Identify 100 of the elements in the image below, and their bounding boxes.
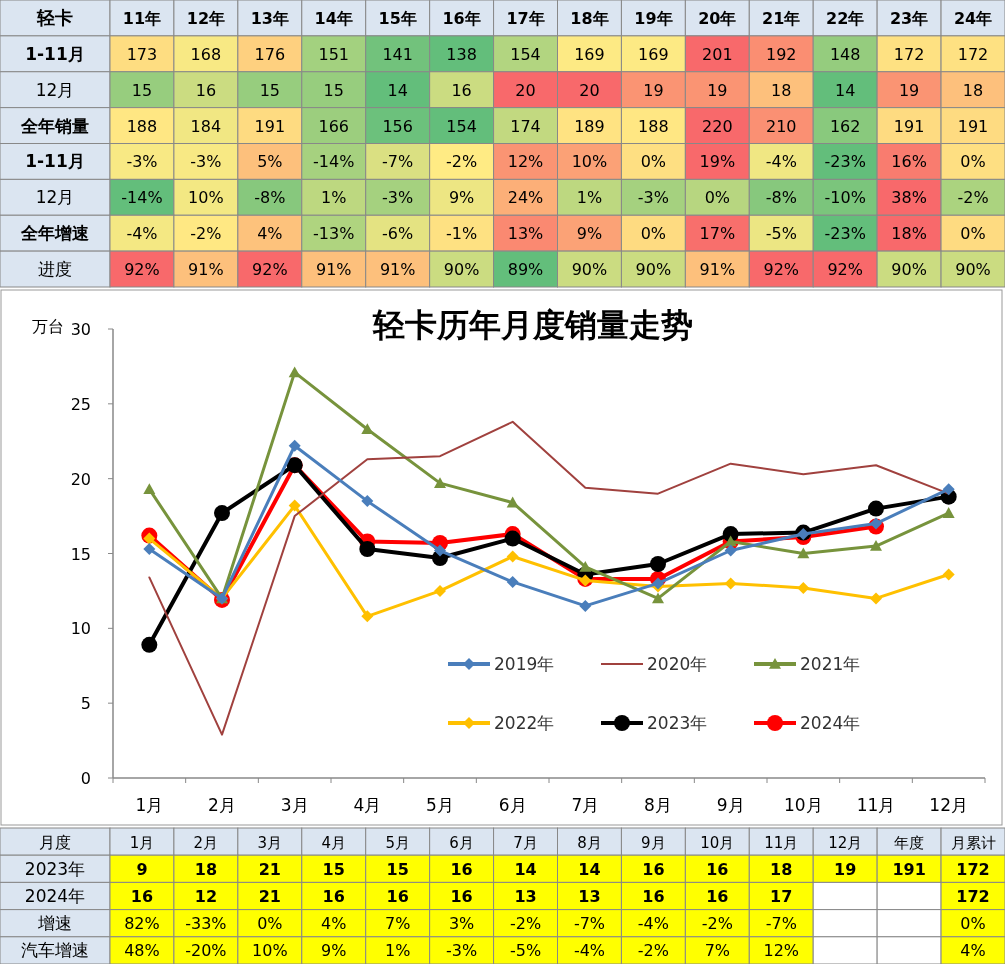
data-label: 18 xyxy=(771,80,792,100)
data-label: 20 xyxy=(515,80,536,100)
data-label: 7% xyxy=(704,941,731,961)
x-tick-label: 7月 xyxy=(571,795,600,815)
data-label: 0% xyxy=(640,152,667,172)
data-label: 16 xyxy=(195,80,217,100)
point xyxy=(652,592,664,604)
data-label: 48% xyxy=(124,941,160,961)
data-label: 14 xyxy=(514,859,537,879)
data-label: 4% xyxy=(321,914,347,934)
point xyxy=(579,599,592,612)
data-label: 92% xyxy=(252,260,288,280)
y-tick-label: 5 xyxy=(80,694,91,714)
data-label: -4% xyxy=(573,941,606,961)
x-tick-label: 18年 xyxy=(570,8,609,28)
y-tick-label: 30 xyxy=(70,320,91,339)
data-label: 10% xyxy=(252,941,288,961)
data-label: 91% xyxy=(379,260,416,280)
data-label: 18 xyxy=(194,859,218,879)
data-label: 0% xyxy=(640,224,667,244)
data-label: -13% xyxy=(313,224,355,244)
legend-label: 2024年 xyxy=(800,713,861,733)
data-label: 0% xyxy=(960,914,986,934)
x-axis-title: 月度 xyxy=(39,832,71,852)
data-label: 16 xyxy=(642,887,665,906)
data-label: -7% xyxy=(573,914,606,934)
point xyxy=(434,544,446,557)
point xyxy=(579,560,592,572)
data-label: 20 xyxy=(579,80,600,100)
data-label: 12 xyxy=(194,887,218,906)
y-tick-label: 增速 xyxy=(37,913,72,934)
data-label: 16 xyxy=(322,887,345,906)
data-label: 151 xyxy=(318,44,350,64)
x-tick-label: 12月 xyxy=(929,795,968,815)
data-label: 13 xyxy=(578,887,601,906)
data-label: -14% xyxy=(121,188,163,208)
data-label: -2% xyxy=(701,914,733,934)
y-tick-label: 2023年 xyxy=(24,858,86,879)
x-tick-label: 19年 xyxy=(634,8,673,28)
data-label: 15 xyxy=(259,80,280,100)
data-label: -4% xyxy=(637,914,669,934)
y-tick-label: 12月 xyxy=(35,187,75,208)
y-tick-label: 汽车增速 xyxy=(21,940,89,961)
data-label: -14% xyxy=(313,152,355,172)
x-tick-label: 22年 xyxy=(826,8,865,28)
data-label: 15 xyxy=(322,859,345,879)
data-label: 9% xyxy=(321,941,347,961)
data-label: 166 xyxy=(318,116,350,136)
x-tick-label: 10月 xyxy=(784,795,823,815)
data-label: 17% xyxy=(699,224,736,244)
data-label: 192 xyxy=(765,44,797,64)
x-axis-title: 轻卡 xyxy=(36,6,73,28)
point xyxy=(141,636,158,653)
x-tick-label: 7月 xyxy=(513,833,538,852)
data-label: 220 xyxy=(702,116,733,136)
legend-label: 2019年 xyxy=(494,654,555,674)
y-tick-label: 1-11月 xyxy=(25,151,85,172)
data-label: 14 xyxy=(835,80,856,100)
data-label: -2% xyxy=(190,224,222,244)
data-label: 92% xyxy=(124,260,160,280)
x-tick-label: 14年 xyxy=(314,8,353,28)
legend-label: 2023年 xyxy=(647,713,708,733)
data-label: 90% xyxy=(891,260,927,280)
point xyxy=(942,483,955,496)
data-label: 12% xyxy=(763,941,800,961)
data-label: 16 xyxy=(451,80,472,100)
data-label: 0% xyxy=(257,914,283,934)
x-tick-label: 4月 xyxy=(321,833,347,852)
legend-label: 2020年 xyxy=(647,654,708,674)
point xyxy=(288,439,301,452)
point xyxy=(359,541,376,558)
data-label: 4% xyxy=(257,224,283,244)
point xyxy=(506,575,519,588)
data-label: 0% xyxy=(960,152,986,172)
point xyxy=(724,577,737,590)
x-tick-label: 2月 xyxy=(193,833,219,852)
data-label: 91% xyxy=(188,260,224,280)
data-label: -3% xyxy=(126,152,158,172)
data-label: 3% xyxy=(448,914,475,934)
point xyxy=(797,547,810,559)
y-tick-label: 全年增速 xyxy=(20,223,89,244)
point xyxy=(434,584,446,597)
point xyxy=(870,517,882,530)
data-label: 16 xyxy=(450,887,473,906)
data-label: 19 xyxy=(898,80,920,100)
data-label: 10% xyxy=(188,188,224,208)
point xyxy=(361,495,374,508)
data-label: 19 xyxy=(707,80,728,100)
data-label: 15 xyxy=(131,80,153,100)
data-label: 90% xyxy=(955,260,991,280)
data-label: 188 xyxy=(638,116,669,136)
data-label: 191 xyxy=(957,116,989,136)
y-tick-label: 0 xyxy=(80,769,91,788)
point xyxy=(504,530,521,547)
data-label: -33% xyxy=(185,914,227,934)
y-tick-label: 25 xyxy=(70,394,91,414)
data-label: 15 xyxy=(323,80,344,100)
y-tick-label: 全年销量 xyxy=(20,115,89,136)
x-tick-label: 9月 xyxy=(716,795,745,815)
data-label: 91% xyxy=(699,260,736,280)
